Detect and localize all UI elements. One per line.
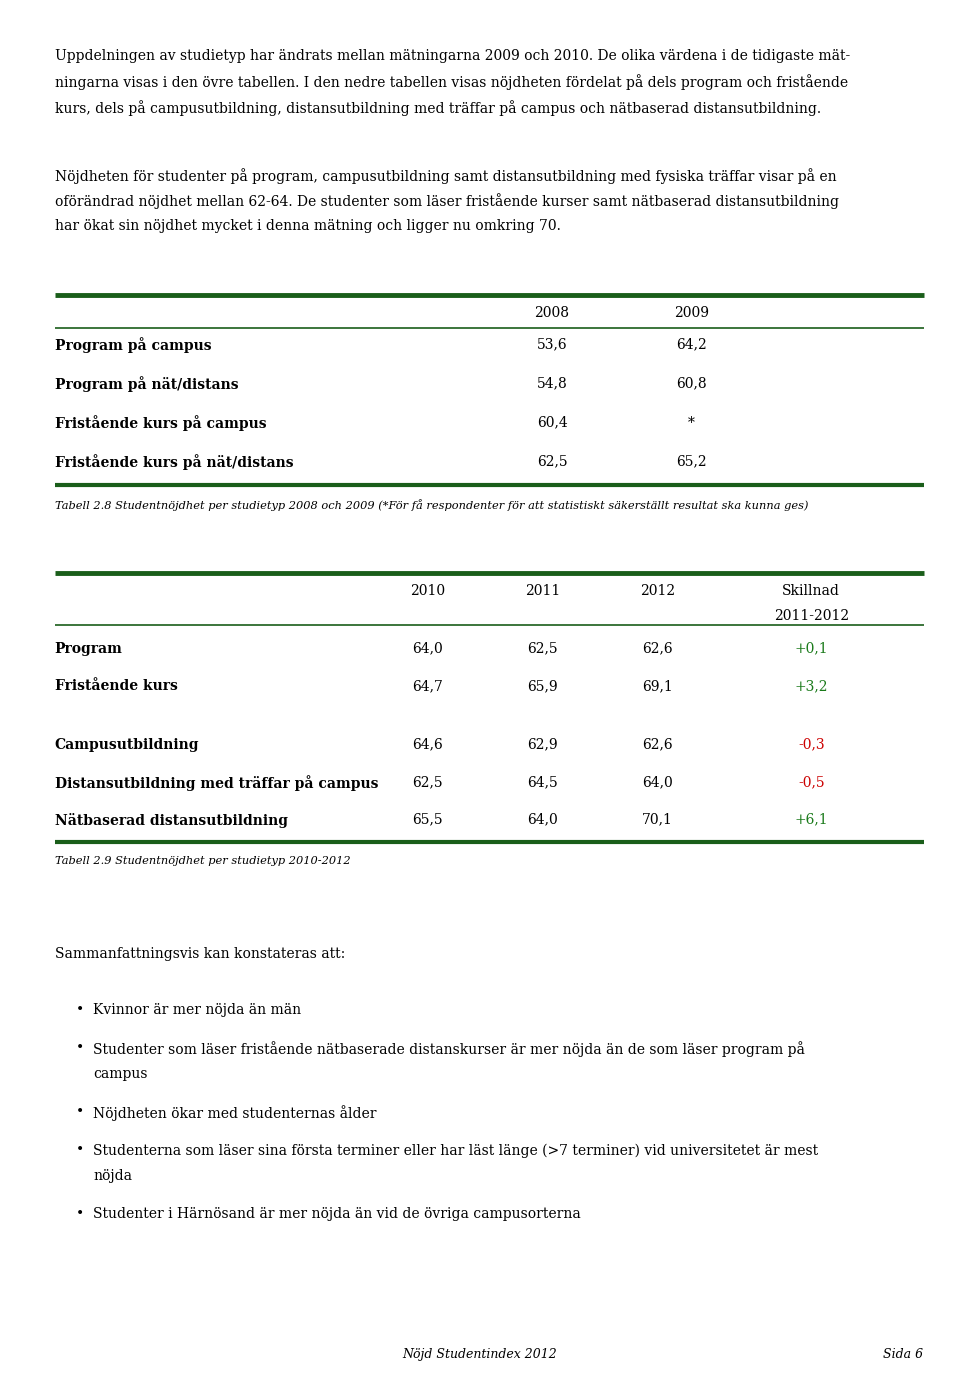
Text: 64,0: 64,0 [642, 775, 673, 789]
Text: Kvinnor är mer nöjda än män: Kvinnor är mer nöjda än män [93, 1002, 301, 1016]
Text: 64,7: 64,7 [412, 679, 443, 693]
Text: Sammanfattningsvis kan konstateras att:: Sammanfattningsvis kan konstateras att: [55, 947, 345, 960]
Text: 2010: 2010 [410, 585, 444, 599]
Text: oförändrad nöjdhet mellan 62-64. De studenter som läser fristående kurser samt n: oförändrad nöjdhet mellan 62-64. De stud… [55, 193, 839, 209]
Text: Studenterna som läser sina första terminer eller har läst länge (>7 terminer) vi: Studenterna som läser sina första termin… [93, 1143, 818, 1158]
Text: 2011-2012: 2011-2012 [774, 608, 849, 622]
Text: 69,1: 69,1 [642, 679, 673, 693]
Text: 2008: 2008 [535, 306, 569, 320]
Text: 64,6: 64,6 [412, 738, 443, 752]
Text: •: • [76, 1002, 84, 1016]
Text: *: * [687, 415, 695, 430]
Text: 65,2: 65,2 [676, 454, 707, 469]
Text: +6,1: +6,1 [794, 813, 828, 827]
Text: Fristående kurs på nät/distans: Fristående kurs på nät/distans [55, 454, 294, 470]
Text: Nätbaserad distansutbildning: Nätbaserad distansutbildning [55, 813, 288, 828]
Text: 2011: 2011 [525, 585, 560, 599]
Text: •: • [76, 1041, 84, 1055]
Text: har ökat sin nöjdhet mycket i denna mätning och ligger nu omkring 70.: har ökat sin nöjdhet mycket i denna mätn… [55, 219, 561, 234]
Text: 64,0: 64,0 [527, 813, 558, 827]
Text: Program på campus: Program på campus [55, 337, 211, 354]
Text: 60,8: 60,8 [676, 376, 707, 391]
Text: 64,0: 64,0 [412, 642, 443, 656]
Text: Nöjd Studentindex 2012: Nöjd Studentindex 2012 [402, 1349, 558, 1361]
Text: campus: campus [93, 1066, 148, 1080]
Text: Distansutbildning med träffar på campus: Distansutbildning med träffar på campus [55, 775, 378, 791]
Text: Tabell 2.8 Studentnöjdhet per studietyp 2008 och 2009 (*För få respondenter för : Tabell 2.8 Studentnöjdhet per studietyp … [55, 498, 808, 511]
Text: nöjda: nöjda [93, 1169, 132, 1183]
Text: Program: Program [55, 642, 123, 656]
Text: 53,6: 53,6 [537, 337, 567, 352]
Text: 62,6: 62,6 [642, 738, 673, 752]
Text: 65,5: 65,5 [412, 813, 443, 827]
Text: 62,6: 62,6 [642, 642, 673, 656]
Text: Nöjdheten för studenter på program, campusutbildning samt distansutbildning med : Nöjdheten för studenter på program, camp… [55, 167, 836, 184]
Text: Studenter som läser fristående nätbaserade distanskurser är mer nöjda än de som : Studenter som läser fristående nätbasera… [93, 1041, 805, 1057]
Text: 62,5: 62,5 [527, 642, 558, 656]
Text: 2012: 2012 [640, 585, 675, 599]
Text: -0,3: -0,3 [798, 738, 825, 752]
Text: •: • [76, 1105, 84, 1119]
Text: kurs, dels på campusutbildning, distansutbildning med träffar på campus och nätb: kurs, dels på campusutbildning, distansu… [55, 100, 821, 116]
Text: 60,4: 60,4 [537, 415, 567, 430]
Text: 62,5: 62,5 [412, 775, 443, 789]
Text: Nöjdheten ökar med studenternas ålder: Nöjdheten ökar med studenternas ålder [93, 1105, 376, 1121]
Text: Fristående kurs på campus: Fristående kurs på campus [55, 415, 266, 432]
Text: 64,5: 64,5 [527, 775, 558, 789]
Text: •: • [76, 1207, 84, 1221]
Text: -0,5: -0,5 [798, 775, 825, 789]
Text: Skillnad: Skillnad [782, 585, 840, 599]
Text: Fristående kurs: Fristående kurs [55, 679, 178, 693]
Text: 54,8: 54,8 [537, 376, 567, 391]
Text: Program på nät/distans: Program på nät/distans [55, 376, 238, 393]
Text: Uppdelningen av studietyp har ändrats mellan mätningarna 2009 och 2010. De olika: Uppdelningen av studietyp har ändrats me… [55, 49, 850, 63]
Text: 62,9: 62,9 [527, 738, 558, 752]
Text: 70,1: 70,1 [642, 813, 673, 827]
Text: 62,5: 62,5 [537, 454, 567, 469]
Text: Sida 6: Sida 6 [883, 1349, 924, 1361]
Text: +3,2: +3,2 [795, 679, 828, 693]
Text: ningarna visas i den övre tabellen. I den nedre tabellen visas nöjdheten fördela: ningarna visas i den övre tabellen. I de… [55, 74, 848, 90]
Text: Studenter i Härnösand är mer nöjda än vid de övriga campusorterna: Studenter i Härnösand är mer nöjda än vi… [93, 1207, 581, 1221]
Text: 65,9: 65,9 [527, 679, 558, 693]
Text: +0,1: +0,1 [794, 642, 828, 656]
Text: Tabell 2.9 Studentnöjdhet per studietyp 2010-2012: Tabell 2.9 Studentnöjdhet per studietyp … [55, 856, 350, 866]
Text: Campusutbildning: Campusutbildning [55, 738, 200, 752]
Text: 64,2: 64,2 [676, 337, 707, 352]
Text: •: • [76, 1143, 84, 1157]
Text: 2009: 2009 [674, 306, 708, 320]
